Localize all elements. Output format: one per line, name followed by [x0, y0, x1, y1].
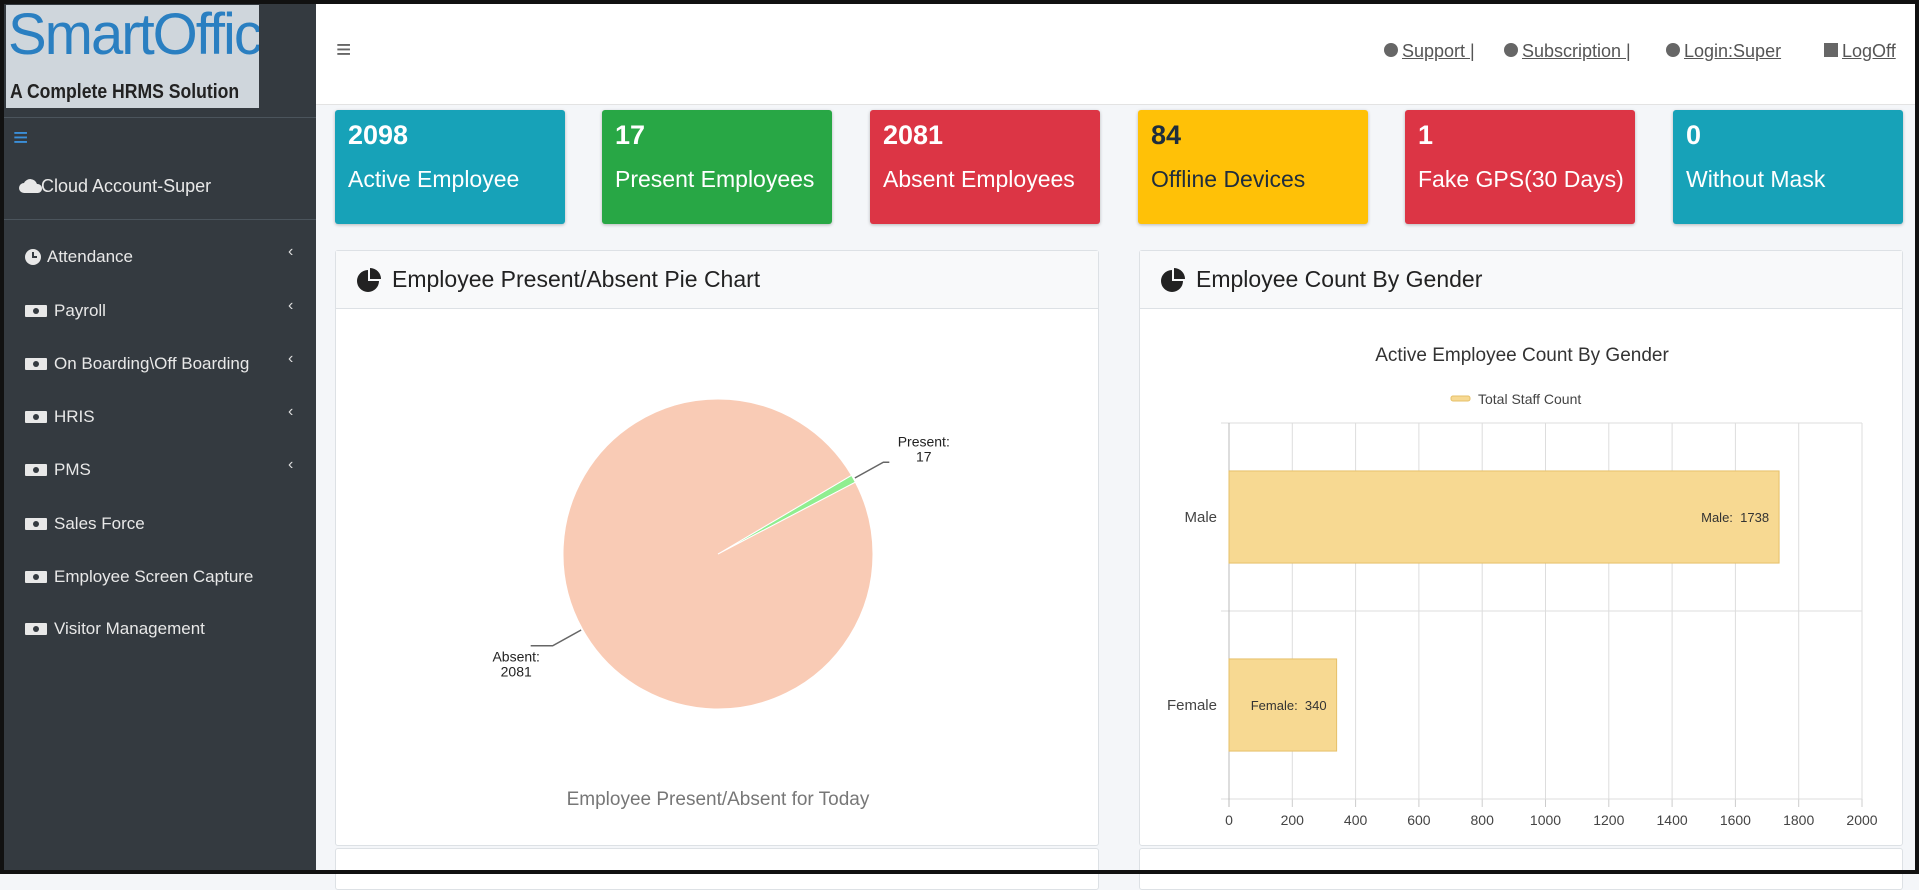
- card-label: Fake GPS(30 Days): [1418, 166, 1624, 192]
- pie-caption: Employee Present/Absent for Today: [567, 789, 870, 810]
- x-tick-label: 800: [1471, 812, 1495, 828]
- menu-item[interactable]: Visitor Management: [54, 619, 205, 638]
- menu-item[interactable]: Employee Screen Capture: [54, 567, 254, 586]
- stat-card: 2098 Active Employee: [335, 110, 565, 224]
- menu-icon: [25, 249, 41, 265]
- x-tick-label: 400: [1344, 812, 1368, 828]
- x-tick-label: 1200: [1593, 812, 1624, 828]
- top-link[interactable]: LogOff: [1842, 41, 1896, 61]
- slice-label: Absent:: [492, 649, 539, 665]
- top-link[interactable]: Subscription |: [1522, 41, 1631, 61]
- menu-item[interactable]: PMS: [54, 460, 91, 479]
- x-tick-label: 1800: [1783, 812, 1814, 828]
- chevron: ‹: [288, 350, 294, 367]
- x-tick-label: 600: [1407, 812, 1431, 828]
- cloud-icon: [19, 179, 43, 193]
- chevron: ‹: [288, 403, 294, 420]
- card-value: 17: [615, 120, 646, 150]
- legend-label: Total Staff Count: [1478, 391, 1581, 407]
- stat-card: 1 Fake GPS(30 Days): [1405, 110, 1635, 224]
- chevron: ‹: [288, 297, 294, 314]
- legend-swatch: [1450, 395, 1471, 402]
- sidebar: SmartOffice A Complete HRMS Solution ≡ C…: [0, 0, 316, 874]
- card-label: Active Employee: [348, 166, 520, 192]
- card-label: Offline Devices: [1151, 166, 1306, 192]
- card-value: 0: [1686, 120, 1702, 150]
- top-link-icon: [1384, 43, 1398, 57]
- hamburger[interactable]: ≡: [336, 34, 352, 64]
- menu-icon: [25, 623, 47, 635]
- top-link-icon: [1666, 43, 1680, 57]
- menu-icon: [25, 358, 47, 370]
- menu-icon: [25, 305, 47, 317]
- x-tick-label: 2000: [1846, 812, 1877, 828]
- divider: [0, 219, 316, 220]
- pie-chart: Present:17 Absent:2081 Employee Present/Ab…: [492, 398, 950, 810]
- leader-line: [854, 461, 890, 479]
- panel: Employee Count By Gender Active Employee…: [1139, 250, 1903, 846]
- pie-icon: [1161, 268, 1185, 292]
- panel-title: Employee Present/Absent Pie Chart: [392, 266, 761, 292]
- card-label: Without Mask: [1686, 166, 1826, 192]
- x-tick-label: 1000: [1530, 812, 1561, 828]
- pie-slice: [562, 398, 874, 710]
- card-label: Absent Employees: [883, 166, 1075, 192]
- top-link[interactable]: Support |: [1402, 41, 1475, 61]
- menu-item[interactable]: On Boarding\Off Boarding: [54, 354, 250, 373]
- card-value: 1: [1418, 120, 1434, 150]
- top-link-icon: [1504, 43, 1518, 57]
- panel: Employee Present/Absent Pie Chart Presen…: [335, 250, 1099, 846]
- topbar: ≡: [316, 0, 1919, 105]
- bar-value-label: Male: 1738: [1701, 510, 1769, 525]
- menu-item[interactable]: Payroll: [54, 301, 106, 320]
- logo-title: SmartOffice: [8, 5, 259, 67]
- menu-icon: [25, 411, 47, 423]
- stat-card: 84 Offline Devices: [1138, 110, 1368, 224]
- chevron: ‹: [288, 243, 294, 260]
- leader-line: [530, 629, 582, 647]
- x-tick-label: 0: [1225, 812, 1233, 828]
- menu-icon: [25, 571, 47, 583]
- menu-toggle[interactable]: ≡: [13, 122, 29, 152]
- panel: [1139, 848, 1903, 890]
- slice-value: 17: [916, 448, 932, 464]
- stat-card: 17 Present Employees: [602, 110, 832, 224]
- top-link-icon: [1824, 43, 1838, 57]
- x-tick-label: 1400: [1657, 812, 1688, 828]
- x-tick-label: 200: [1281, 812, 1305, 828]
- y-tick-label: Male: [1184, 509, 1217, 526]
- menu-icon: [25, 518, 47, 530]
- panel-title: Employee Count By Gender: [1196, 266, 1483, 292]
- bar-value-label: Female: 340: [1251, 698, 1327, 713]
- panel-header: Employee Present/Absent Pie Chart: [336, 251, 1098, 309]
- card-value: 84: [1151, 120, 1182, 150]
- chart-title: Active Employee Count By Gender: [1375, 345, 1669, 366]
- card-value: 2098: [348, 120, 409, 150]
- slice-label: Present:: [898, 433, 950, 449]
- divider: [0, 117, 316, 118]
- stat-card: 0 Without Mask: [1673, 110, 1903, 224]
- slice-value: 2081: [501, 664, 532, 680]
- stat-card: 2081 Absent Employees: [870, 110, 1100, 224]
- y-tick-label: Female: [1167, 697, 1217, 714]
- bar: [1228, 658, 1338, 752]
- menu-item[interactable]: Sales Force: [54, 514, 145, 533]
- menu-item[interactable]: HRIS: [54, 407, 95, 426]
- top-link[interactable]: Login:Super: [1684, 41, 1782, 61]
- logo: SmartOffice A Complete HRMS Solution: [6, 5, 259, 108]
- logo-subtitle: A Complete HRMS Solution: [10, 81, 240, 103]
- bar: [1228, 470, 1780, 564]
- card-label: Present Employees: [615, 166, 815, 192]
- menu-icon: [25, 464, 47, 476]
- x-tick-label: 1600: [1720, 812, 1751, 828]
- panel: [335, 848, 1099, 890]
- card-value: 2081: [883, 120, 944, 150]
- menu-item[interactable]: Attendance: [47, 247, 134, 266]
- account-name[interactable]: Cloud Account-Super: [41, 176, 212, 196]
- panel-header: Employee Count By Gender: [1140, 251, 1902, 309]
- pie-icon: [357, 268, 381, 292]
- chevron: ‹: [288, 456, 294, 473]
- bar-chart: Active Employee Count By Gender Total Sta…: [1167, 345, 1878, 828]
